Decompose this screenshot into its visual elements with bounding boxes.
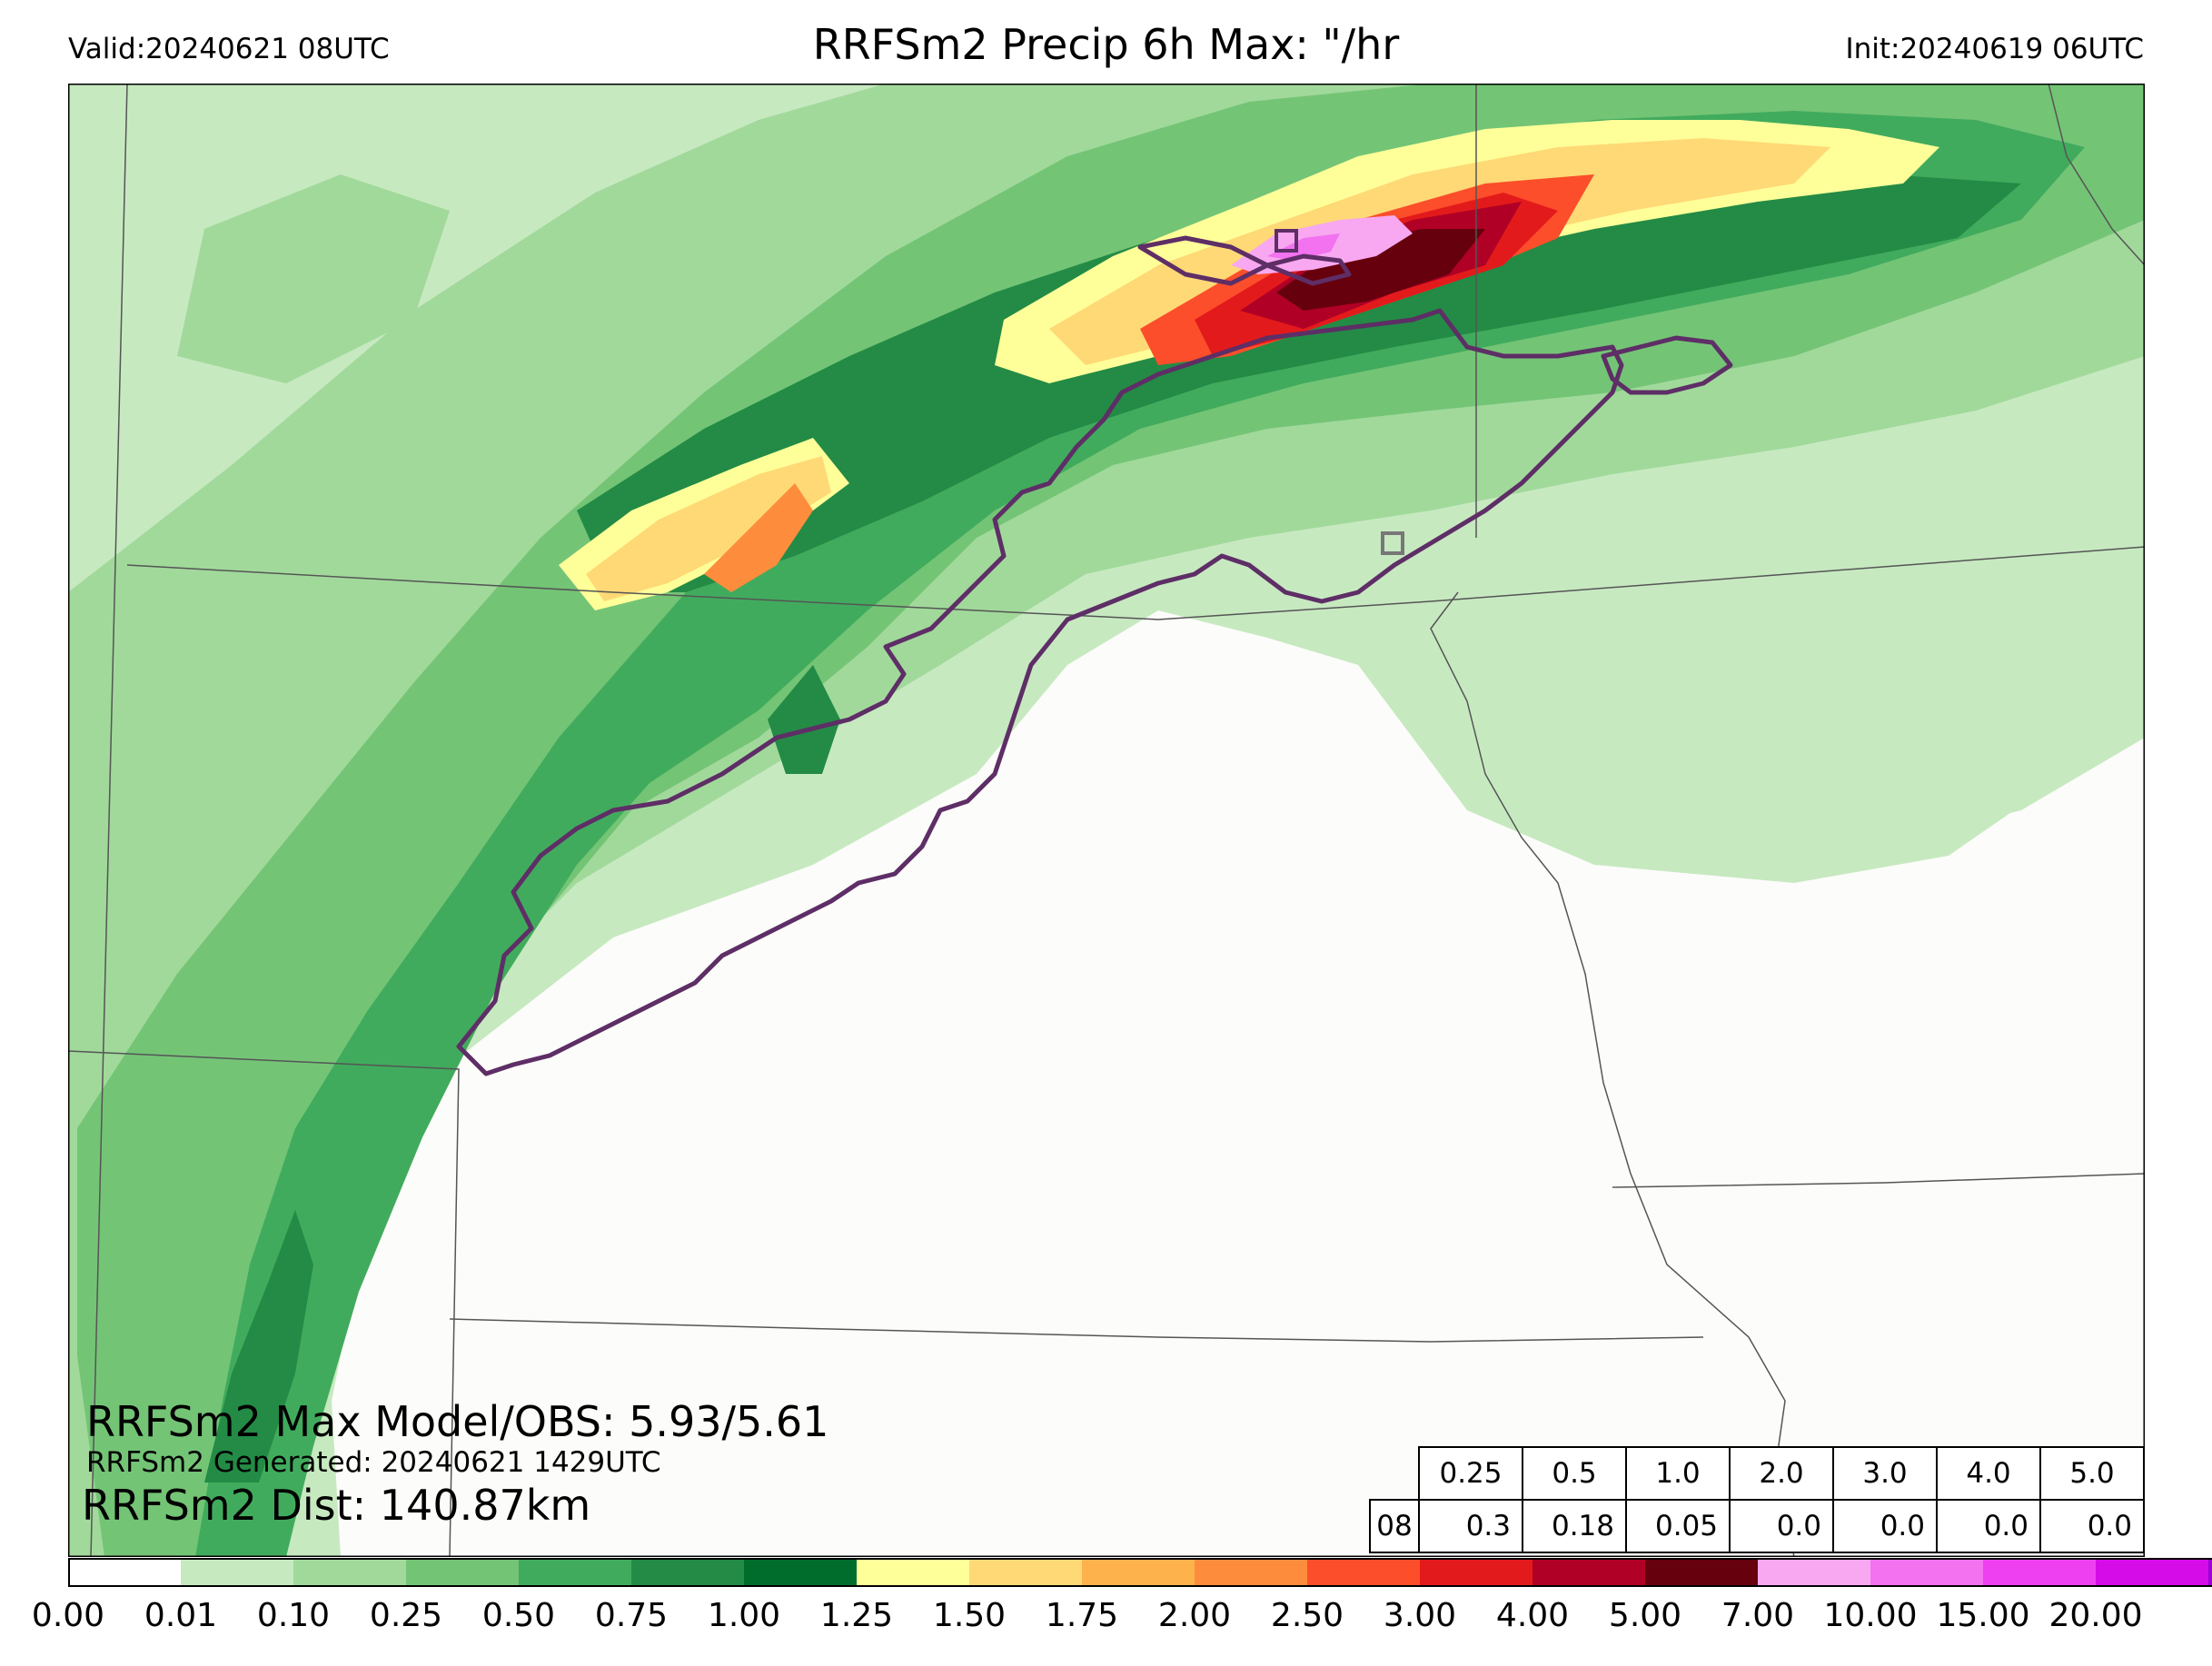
max-model-obs: RRFSm2 Max Model/OBS: 5.93/5.61 (86, 1397, 829, 1446)
stat-value: 0.0 (1936, 1499, 2041, 1553)
colorbar-tick: 0.00 (31, 1597, 105, 1634)
colorbar-segment (1758, 1559, 1870, 1586)
state-boundaries (68, 84, 2145, 1557)
colorbar-tick: 1.00 (707, 1597, 781, 1634)
row-label: 08 (1369, 1499, 1420, 1553)
stat-value: 0.0 (1832, 1499, 1938, 1553)
obs-markers (1275, 229, 1404, 555)
stat-value: 0.3 (1418, 1499, 1523, 1553)
precip-core-mid (768, 665, 840, 774)
colorbar-segment (1870, 1559, 1983, 1586)
colorbar-segment (1533, 1559, 1645, 1586)
generated-time: RRFSm2 Generated: 20240621 1429UTC (86, 1446, 661, 1479)
colorbar-tick: 0.50 (481, 1597, 556, 1634)
threshold-header: 1.0 (1625, 1446, 1731, 1501)
colorbar-segment (1420, 1559, 1533, 1586)
stat-value: 0.0 (1729, 1499, 1834, 1553)
colorbar-segment (2208, 1559, 2212, 1586)
colorbar-segment (1307, 1559, 1420, 1586)
colorbar-tick: 0.01 (144, 1597, 218, 1634)
colorbar-tick: 5.00 (1608, 1597, 1682, 1634)
threshold-header: 2.0 (1729, 1446, 1834, 1501)
colorbar (68, 1558, 2212, 1587)
precip-map (68, 84, 2145, 1557)
colorbar-tick: 4.00 (1495, 1597, 1570, 1634)
colorbar-tick: 15.00 (1936, 1597, 2030, 1634)
precip-band-700 (1267, 233, 1340, 261)
colorbar-tick: 0.25 (369, 1597, 443, 1634)
colorbar-segment (181, 1559, 293, 1586)
colorbar-tick: 0.10 (256, 1597, 331, 1634)
colorbar-tick: 1.75 (1045, 1597, 1119, 1634)
colorbar-segment (969, 1559, 1082, 1586)
colorbar-tick: 1.25 (819, 1597, 894, 1634)
colorbar-tick: 0.75 (594, 1597, 669, 1634)
precip-band-010-west (177, 174, 450, 383)
colorbar-segment (1983, 1559, 2096, 1586)
precip-core-sw (204, 1210, 313, 1483)
colorbar-segment (68, 1559, 181, 1586)
distance-readout: RRFSm2 Dist: 140.87km (82, 1481, 591, 1530)
threshold-header: 5.0 (2039, 1446, 2145, 1501)
colorbar-segment (1082, 1559, 1195, 1586)
colorbar-tick: 10.00 (1823, 1597, 1918, 1634)
threshold-header: 3.0 (1832, 1446, 1938, 1501)
colorbar-segment (744, 1559, 857, 1586)
precip-band-125 (586, 456, 831, 601)
threshold-header: 0.25 (1418, 1446, 1523, 1501)
colorbar-segment (857, 1559, 969, 1586)
stat-value: 0.05 (1625, 1499, 1731, 1553)
stat-value: 0.18 (1522, 1499, 1627, 1553)
colorbar-tick: 3.00 (1383, 1597, 1457, 1634)
colorbar-tick: 7.00 (1721, 1597, 1795, 1634)
colorbar-tick: 2.50 (1270, 1597, 1344, 1634)
colorbar-segment (1195, 1559, 1307, 1586)
precip-band-010 (68, 84, 2145, 1557)
colorbar-segment (406, 1559, 519, 1586)
stat-value: 0.0 (2039, 1499, 2145, 1553)
precip-band-light-east (1485, 556, 2145, 856)
colorbar-segment (631, 1559, 744, 1586)
precip-band-150 (704, 483, 813, 592)
colorbar-tick: 2.00 (1157, 1597, 1232, 1634)
colorbar-tick: 1.50 (932, 1597, 1007, 1634)
colorbar-segment (519, 1559, 631, 1586)
obs-outline (456, 235, 1733, 1076)
colorbar-segment (2096, 1559, 2208, 1586)
init-time: Init:20240619 06UTC (1845, 33, 2144, 65)
colorbar-tick: 20.00 (2048, 1597, 2143, 1634)
colorbar-segment (293, 1559, 406, 1586)
precip-band-300 (1276, 229, 1485, 311)
valid-time: Valid:20240621 08UTC (68, 33, 390, 65)
threshold-header: 0.5 (1522, 1446, 1627, 1501)
threshold-header: 4.0 (1936, 1446, 2041, 1501)
precip-band-075 (577, 174, 2021, 592)
map-title: RRFSm2 Precip 6h Max: "/hr (812, 20, 1400, 69)
colorbar-segment (1645, 1559, 1758, 1586)
